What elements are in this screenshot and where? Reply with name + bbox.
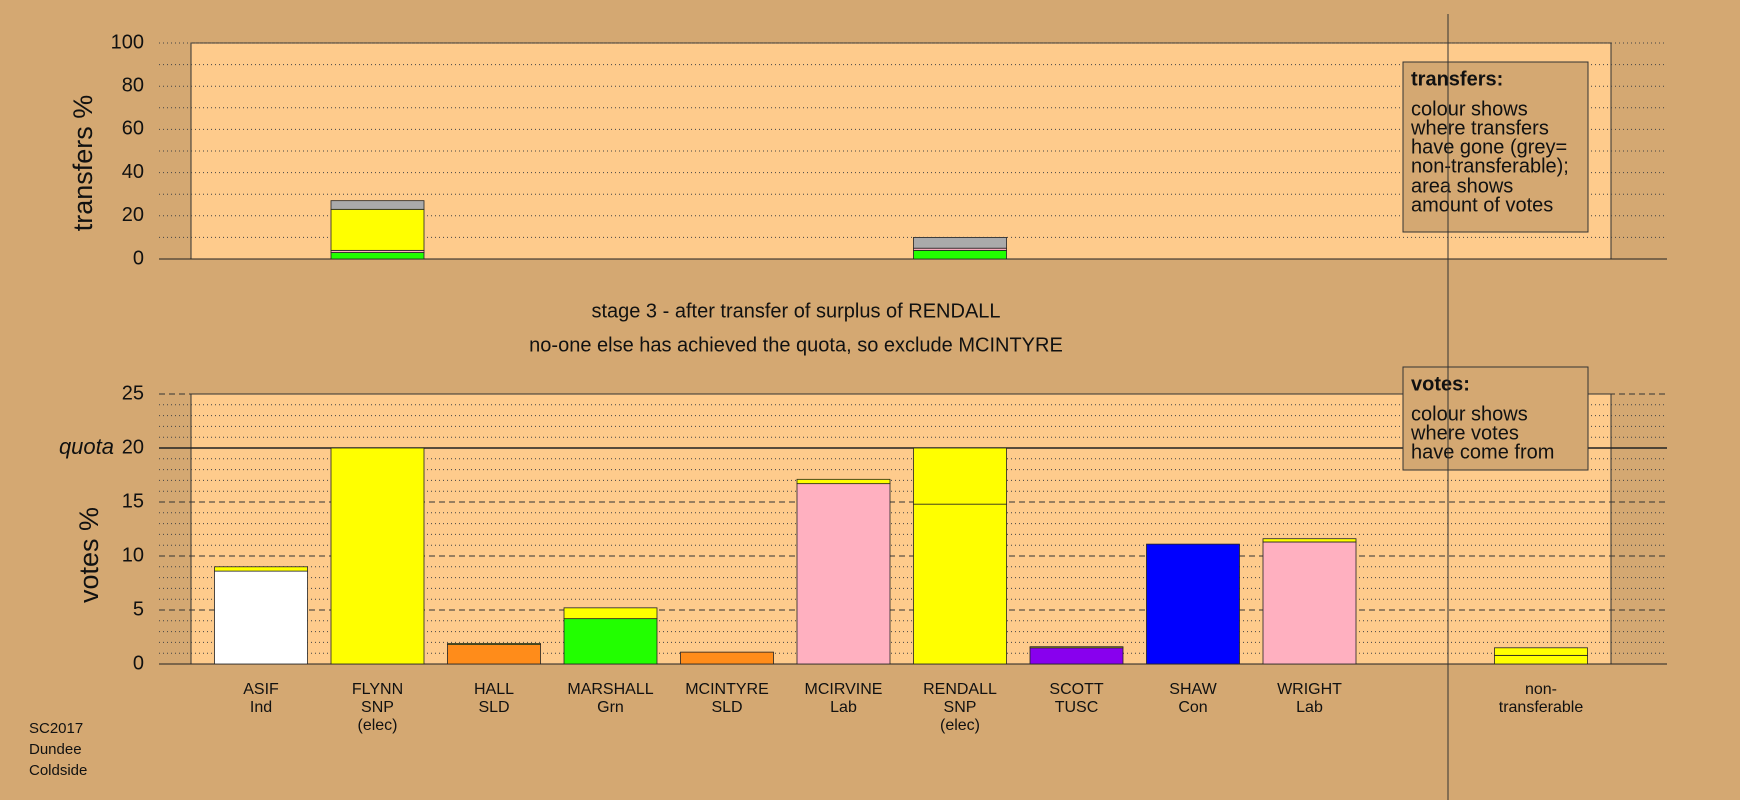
note-title: transfers: [1411,68,1503,90]
bar-segment [330,208,425,251]
y-tick-label: 5 [133,598,144,620]
x-tick-label: MARSHALL [567,681,653,698]
x-tick-label: SHAW [1169,681,1217,698]
note-text: amount of votes [1411,194,1553,216]
bar-segment [214,570,308,665]
note-text: have gone (grey= [1411,136,1567,158]
bar-segment [1494,654,1588,665]
note-text: colour shows [1411,98,1528,120]
bar-segment [913,447,1007,505]
y-axis-label: votes % [74,507,104,603]
bar-segment [796,483,891,665]
y-tick-label: 60 [122,118,144,140]
note-text: colour shows [1411,403,1528,425]
bar-segment [1146,543,1240,665]
x-tick-label: SNP [944,699,977,716]
note-title: votes: [1411,373,1470,395]
y-tick-label: 100 [111,31,144,53]
x-tick-label: Lab [1296,699,1323,716]
note-text: where votes [1410,422,1519,444]
x-tick-label: SLD [478,699,509,716]
bar-segment [330,200,425,210]
bar-segment [913,249,1007,260]
bar-segment [796,478,891,485]
bar-segment [1494,647,1588,656]
y-tick-label: 25 [122,382,144,404]
y-tick-label: 10 [122,544,144,566]
bar-segment [330,447,425,665]
x-tick-label: Con [1178,699,1207,716]
x-tick-label: non- [1525,681,1557,698]
note-box [1402,61,1589,233]
bar-segment [447,643,541,645]
bar-segment [1029,647,1124,665]
x-tick-label: transferable [1499,699,1584,716]
x-tick-label: FLYNN [352,681,403,698]
x-tick-label: WRIGHT [1277,681,1342,698]
x-tick-label: SNP [361,699,394,716]
note-box [1402,366,1589,471]
y-tick-label: 20 [122,436,144,458]
note-text: have come from [1411,441,1554,463]
x-tick-label: SCOTT [1049,681,1103,698]
x-tick-label: HALL [474,681,514,698]
bar-segment [447,644,541,665]
footer-text: SC2017 [29,720,83,737]
quota-label: quota [59,434,114,459]
x-tick-label: MCIRVINE [805,681,883,698]
x-tick-label: (elec) [357,717,397,734]
footer-text: Coldside [29,762,87,779]
x-tick-label: MCINTYRE [685,681,769,698]
stage-text: no-one else has achieved the quota, so e… [529,334,1063,356]
bar-segment [563,607,658,620]
x-tick-label: SLD [711,699,742,716]
y-tick-label: 15 [122,490,144,512]
bar-segment [214,566,308,572]
y-tick-label: 80 [122,74,144,96]
bar-segment [680,651,774,665]
note-text: non-transferable); [1411,155,1569,177]
y-tick-label: 20 [122,204,144,226]
x-tick-label: RENDALL [923,681,997,698]
x-tick-label: (elec) [940,717,980,734]
x-tick-label: ASIF [243,681,279,698]
bar-segment [1029,646,1124,649]
bar-segment [1262,541,1357,665]
y-axis-label: transfers % [68,95,98,232]
x-tick-label: Ind [250,699,272,716]
y-tick-label: 40 [122,161,144,183]
x-tick-label: Grn [597,699,624,716]
note-text: area shows [1411,175,1513,197]
bar-segment [1262,538,1357,543]
bar-segment [330,252,425,260]
stage-text: stage 3 - after transfer of surplus of R… [591,300,1000,322]
y-tick-label: 0 [133,652,144,674]
bar-segment [563,618,658,665]
plot-area [190,393,1612,665]
note-text: where transfers [1410,117,1549,139]
bar-segment [913,503,1007,665]
x-tick-label: TUSC [1055,699,1099,716]
footer-text: Dundee [29,741,82,758]
x-tick-label: Lab [830,699,857,716]
bar-segment [913,236,1007,249]
y-tick-label: 0 [133,247,144,269]
